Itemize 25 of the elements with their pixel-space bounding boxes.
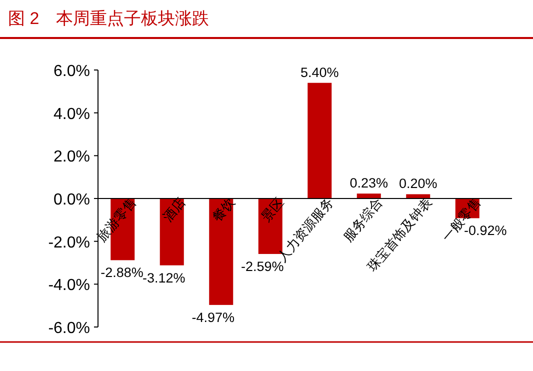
data-label: -4.97% [192,310,235,325]
bar [160,198,184,266]
y-tick-label: -4.0% [48,277,90,294]
bar [406,194,430,198]
y-tick-label: 2.0% [54,148,90,166]
data-label: 0.20% [398,176,438,192]
x-tick-label: 服务综合 [340,194,386,244]
bar [356,194,381,198]
y-tick-label: -2.0% [48,234,90,252]
data-label: 0.23% [350,176,388,191]
x-tick-label: 景区 [258,194,287,224]
bar [308,82,332,198]
y-tick-label: 0.0% [54,192,90,208]
data-label: -0.92% [464,223,507,238]
y-tick-label: -6.0% [48,320,90,337]
data-label: -3.12% [142,270,186,286]
y-tick-label: 4.0% [54,106,90,123]
data-label: 5.40% [300,64,339,80]
x-tick-label: 旅游零售 [94,194,139,244]
x-tick-label: 餐饮 [209,194,238,224]
y-tick-label: 6.0% [54,63,90,80]
data-label: -2.59% [240,258,284,274]
data-label: -2.88% [100,265,144,280]
chart-title: 图 2 本周重点子板块涨跌 [8,9,210,28]
x-tick-label: 酒店 [160,194,188,224]
